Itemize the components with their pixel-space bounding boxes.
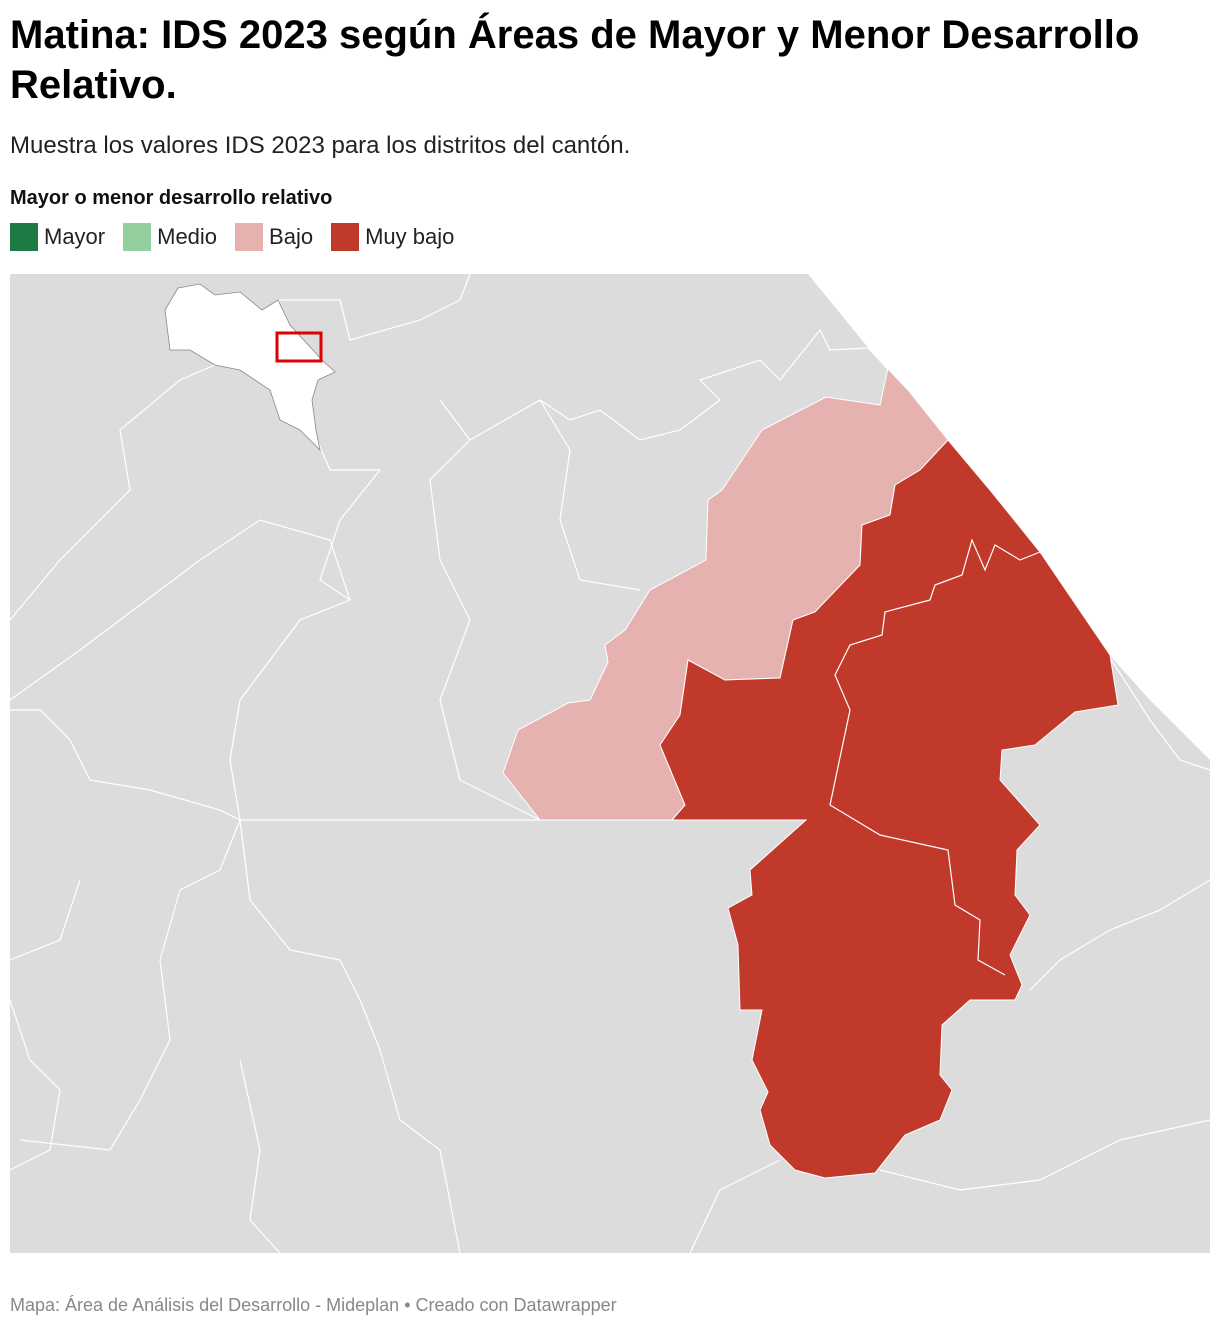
- legend-label: Mayor: [44, 224, 106, 249]
- legend-label: Bajo: [269, 224, 314, 249]
- legend-swatch: [331, 223, 360, 251]
- legend-title: Mayor o menor desarrollo relativo: [10, 187, 333, 209]
- legend-item: Mayor: [10, 223, 105, 251]
- legend-item: Muy bajo: [331, 223, 454, 251]
- district-muy-bajo: [659, 439, 1119, 1179]
- legend-swatch: [123, 223, 152, 251]
- legend-swatch: [10, 223, 38, 251]
- inner-borders: [829, 538, 1041, 976]
- legend-label: Medio: [157, 224, 218, 249]
- legend: Mayor Medio Bajo Muy bajo: [10, 223, 454, 251]
- title: Matina: IDS 2023 según Áreas de Mayor y …: [10, 13, 1140, 107]
- legend-item: Medio: [123, 223, 217, 251]
- footer: Mapa: Área de Análisis del Desarrollo - …: [10, 1295, 617, 1315]
- legend-swatch: [235, 223, 264, 251]
- subtitle: Muestra los valores IDS 2023 para los di…: [10, 132, 631, 159]
- inset-map: [164, 283, 336, 452]
- legend-label: Muy bajo: [365, 224, 455, 249]
- legend-item: Bajo: [235, 223, 313, 251]
